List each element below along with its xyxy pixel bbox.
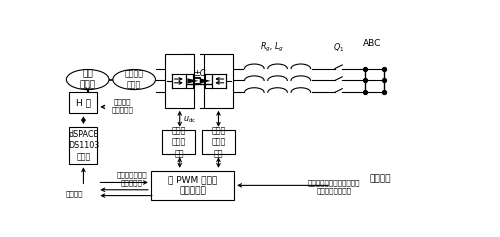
Text: 设定风速: 设定风速 [66, 190, 83, 197]
Circle shape [66, 69, 109, 90]
Bar [162, 130, 196, 154]
Text: ABC: ABC [364, 39, 382, 48]
Text: $R_g$, $L_g$: $R_g$, $L_g$ [260, 41, 284, 54]
Polygon shape [200, 78, 211, 83]
Text: 定子电流、转子
位置和转速: 定子电流、转子 位置和转速 [116, 172, 147, 186]
Bar [165, 54, 194, 108]
Text: 电机侧
变换器
驱动: 电机侧 变换器 驱动 [172, 126, 186, 158]
Text: 直流
电动机: 直流 电动机 [80, 69, 96, 90]
Text: H 桥: H 桥 [76, 98, 91, 107]
Text: 三相电网: 三相电网 [370, 174, 391, 183]
Text: dSPACE
DS1103
控制板: dSPACE DS1103 控制板 [68, 130, 99, 162]
Bar [151, 171, 234, 200]
Circle shape [113, 69, 156, 90]
Polygon shape [188, 78, 198, 83]
Text: $u_{\mathrm{dc}}$: $u_{\mathrm{dc}}$ [183, 114, 196, 125]
Text: 电网侧变换器交流侧电压、
电流、直流侧电压: 电网侧变换器交流侧电压、 电流、直流侧电压 [308, 179, 360, 194]
Text: $Q_1$: $Q_1$ [333, 41, 344, 54]
Text: 直流电机
转速、电流: 直流电机 转速、电流 [112, 99, 134, 113]
Bar [202, 130, 235, 154]
Text: ±C: ±C [194, 69, 205, 78]
Text: 永磁同步
发电机: 永磁同步 发电机 [124, 69, 144, 90]
Bar [70, 92, 98, 113]
Text: 双 PWM 变换器
系统控制器: 双 PWM 变换器 系统控制器 [168, 175, 217, 196]
Bar [70, 127, 98, 164]
Bar [204, 54, 233, 108]
Text: 电网侧
变换器
驱动: 电网侧 变换器 驱动 [212, 126, 226, 158]
